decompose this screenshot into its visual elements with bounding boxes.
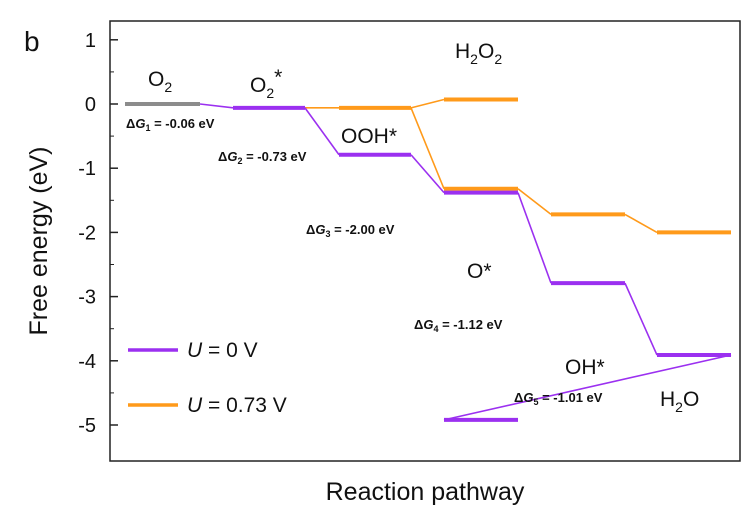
y-axis-title: Free energy (eV): [25, 147, 53, 336]
y-axis-ticks: 1 0 -1 -2 -3 -4 -5: [78, 30, 118, 437]
y-tick-label: -5: [78, 415, 96, 437]
legend-label-u073: U = 0.73 V: [187, 394, 287, 417]
state-label-h2o: H2O: [660, 388, 699, 415]
delta-g-5: ΔG5 = -1.01 eV: [514, 390, 603, 407]
state-label-o2: O2: [148, 68, 172, 95]
connector-u0: [410, 154, 445, 194]
state-label-o2-star: O2*: [250, 66, 282, 101]
legend-label-u0: U = 0 V: [187, 339, 258, 362]
connector-u073: [517, 188, 552, 216]
state-label-o-star: O*: [467, 260, 492, 283]
connector-u0: [199, 103, 234, 109]
connector-u0: [443, 354, 732, 421]
legend: U = 0 V U = 0.73 V: [128, 339, 287, 417]
delta-g-annotations: ΔG1 = -0.06 eV ΔG2 = -0.73 eV ΔG3 = -2.0…: [126, 116, 603, 407]
y-tick-label: 0: [85, 94, 96, 116]
y-tick-label: -3: [78, 287, 96, 309]
y-tick-label: -1: [78, 158, 96, 180]
delta-g-4: ΔG4 = -1.12 eV: [414, 317, 503, 334]
state-label-ooh-star: OOH*: [341, 125, 397, 148]
connector-u0: [517, 192, 552, 284]
y-tick-label: -2: [78, 222, 96, 244]
y-tick-label: -4: [78, 351, 96, 373]
connector-lines: [199, 98, 732, 421]
state-label-oh-star: OH*: [565, 356, 605, 379]
connector-u073: [410, 107, 445, 190]
x-axis-title: Reaction pathway: [326, 478, 525, 506]
delta-g-1: ΔG1 = -0.06 eV: [126, 116, 215, 133]
panel-label: b: [24, 26, 40, 57]
delta-g-3: ΔG3 = -2.00 eV: [306, 222, 395, 239]
connector-u073-h2o2: [410, 98, 445, 109]
energy-levels: [125, 97, 731, 422]
connector-u0: [304, 107, 340, 156]
plot-frame: [109, 20, 741, 462]
state-label-h2o2: H2O2: [455, 40, 502, 67]
connector-u073: [624, 213, 658, 234]
delta-g-2: ΔG2 = -0.73 eV: [218, 149, 307, 166]
state-labels: O2 O2* OOH* O* OH* H2O H2O2: [148, 40, 699, 415]
y-tick-label: 1: [85, 30, 96, 52]
connector-u0: [624, 282, 658, 356]
